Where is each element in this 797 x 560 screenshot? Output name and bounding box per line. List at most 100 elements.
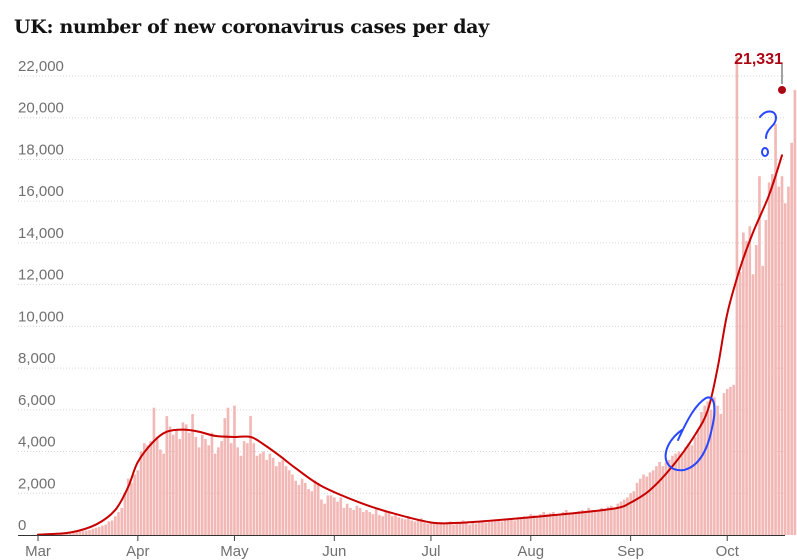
bar	[526, 517, 529, 535]
bar	[332, 497, 336, 535]
bar	[564, 509, 568, 535]
bar	[355, 505, 359, 535]
bar	[506, 519, 510, 535]
bar	[442, 523, 446, 535]
bar	[361, 512, 365, 535]
bar	[481, 520, 484, 535]
bar	[680, 453, 684, 535]
bar	[651, 470, 655, 535]
bar	[75, 531, 78, 535]
bar	[229, 443, 233, 535]
bar	[732, 384, 736, 535]
bar	[674, 453, 678, 535]
peak-label: 21,331	[734, 51, 783, 68]
bar	[761, 265, 764, 535]
bar	[378, 515, 381, 535]
bar	[426, 523, 430, 535]
bar	[304, 482, 307, 535]
bar	[368, 512, 372, 535]
bar	[410, 520, 413, 535]
bar	[275, 466, 278, 535]
x-tick-label: Apr	[126, 543, 149, 560]
bar	[729, 386, 732, 535]
bar	[767, 182, 771, 535]
x-tick-label: Jun	[322, 543, 346, 560]
bar	[94, 527, 98, 535]
bar	[664, 461, 668, 535]
bar	[84, 530, 88, 535]
bar	[403, 519, 407, 535]
bar	[220, 441, 223, 535]
trend-line-layer	[37, 154, 783, 536]
bar	[68, 533, 72, 535]
bar	[419, 518, 423, 535]
bar	[197, 447, 201, 535]
bar	[783, 203, 787, 535]
bar	[622, 499, 626, 535]
bar	[246, 443, 249, 535]
y-tick-label: 18,000	[18, 141, 64, 158]
bar	[561, 512, 565, 535]
bar	[139, 451, 143, 535]
bar	[593, 512, 597, 535]
bar	[136, 470, 140, 535]
bar	[146, 445, 149, 535]
x-tick-label: Jul	[421, 543, 440, 560]
bar	[155, 436, 159, 535]
x-tick-label: Sep	[617, 543, 644, 560]
bar	[751, 274, 755, 535]
bar	[687, 443, 690, 535]
bar	[287, 470, 291, 535]
bar	[284, 466, 288, 535]
bar	[445, 522, 449, 535]
y-tick-label: 8,000	[18, 350, 56, 367]
bar	[700, 411, 703, 535]
bar	[365, 509, 368, 535]
bar	[568, 513, 571, 535]
bar	[780, 176, 784, 535]
bar	[461, 520, 465, 535]
bar	[571, 514, 574, 535]
bar	[574, 512, 578, 535]
bar	[152, 407, 156, 535]
bar	[735, 57, 739, 535]
bar	[265, 459, 268, 535]
bar	[113, 516, 117, 535]
bar	[171, 434, 175, 535]
bar	[642, 474, 645, 535]
bar	[213, 453, 217, 535]
bar	[713, 397, 716, 535]
annotations: 21,331	[664, 51, 786, 472]
bar	[719, 413, 723, 535]
bar	[539, 514, 542, 535]
y-tick-label: 4,000	[18, 434, 56, 451]
chart-title: UK: number of new coronavirus cases per …	[14, 16, 489, 38]
bar	[613, 507, 616, 535]
bar	[226, 407, 230, 535]
y-tick-label: 12,000	[18, 267, 64, 284]
bar	[523, 516, 526, 535]
hand-drawn-loop	[664, 396, 716, 472]
bar	[194, 436, 198, 535]
bar	[307, 489, 310, 535]
bar	[320, 499, 323, 535]
bar	[754, 245, 758, 535]
bar	[342, 507, 346, 535]
bar	[123, 493, 127, 535]
bar	[297, 484, 301, 535]
bar	[120, 507, 124, 535]
bar	[671, 455, 674, 535]
bar	[316, 482, 320, 535]
y-tick-label: 20,000	[18, 100, 64, 117]
bar	[474, 523, 478, 535]
bar	[400, 518, 404, 535]
bar	[258, 453, 262, 535]
bar	[371, 514, 375, 535]
bar	[609, 505, 613, 535]
y-tick-label: 0	[18, 517, 26, 534]
bar	[667, 459, 671, 535]
bar	[638, 478, 642, 535]
bar	[774, 123, 777, 536]
y-tick-label: 14,000	[18, 225, 64, 242]
